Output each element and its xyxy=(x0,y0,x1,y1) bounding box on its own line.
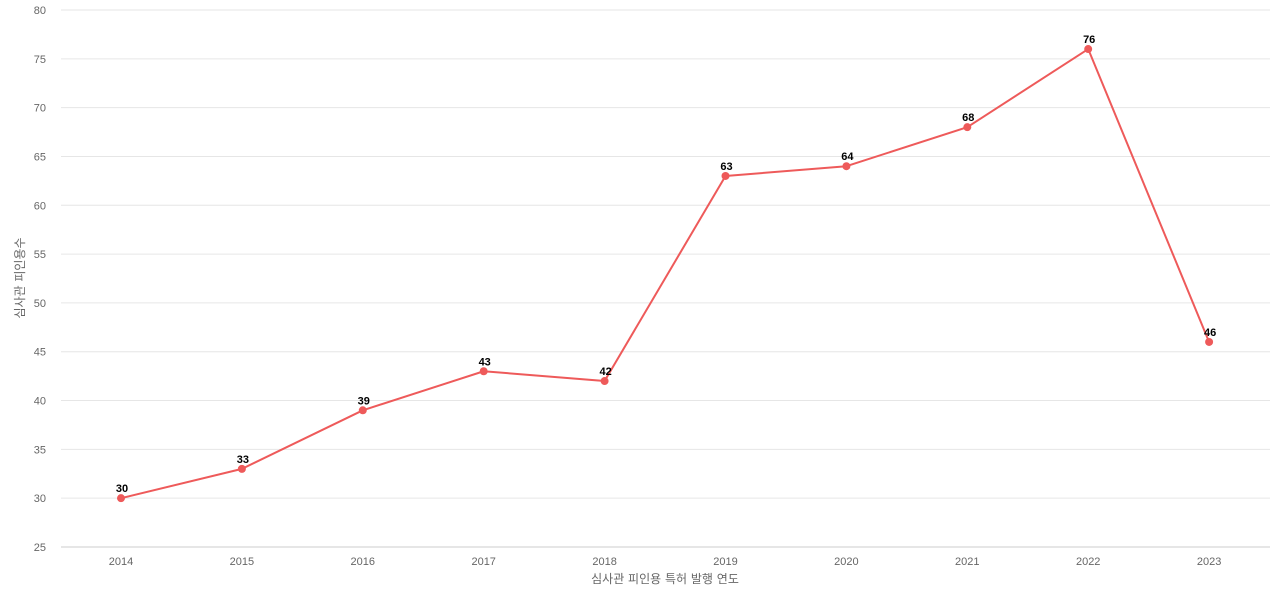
data-label: 39 xyxy=(358,395,370,407)
data-label: 76 xyxy=(1083,34,1095,46)
x-tick-label: 2023 xyxy=(1197,556,1221,568)
data-point xyxy=(358,406,367,415)
y-tick-label: 50 xyxy=(34,298,46,310)
data-point xyxy=(1084,45,1093,54)
y-axis-title: 심사관 피인용수 xyxy=(13,237,27,318)
data-label: 43 xyxy=(479,356,491,368)
data-label: 42 xyxy=(599,366,611,378)
x-tick-label: 2014 xyxy=(109,556,133,568)
data-points xyxy=(117,45,1214,503)
data-label: 33 xyxy=(237,454,249,466)
data-point xyxy=(479,367,488,376)
x-tick-label: 2020 xyxy=(834,556,858,568)
x-axis-title: 심사관 피인용 특허 발행 연도 xyxy=(591,571,739,586)
y-tick-label: 40 xyxy=(34,396,46,408)
data-label: 46 xyxy=(1204,327,1216,339)
y-axis-ticks: 25 30 35 40 45 50 55 60 65 70 75 80 xyxy=(34,5,46,554)
y-tick-label: 45 xyxy=(34,347,46,359)
data-label: 64 xyxy=(841,151,854,163)
series-group xyxy=(120,48,1211,500)
x-tick-label: 2016 xyxy=(351,556,375,568)
data-label: 30 xyxy=(116,483,128,495)
x-tick-label: 2019 xyxy=(713,556,737,568)
y-tick-label: 65 xyxy=(34,151,46,163)
data-point xyxy=(237,464,246,473)
y-tick-label: 75 xyxy=(34,54,46,66)
y-tick-label: 25 xyxy=(34,542,46,554)
data-label: 63 xyxy=(720,161,732,173)
y-tick-label: 55 xyxy=(34,249,46,261)
x-axis-ticks: 2014 2015 2016 2017 2018 2019 2020 2021 2022 2023 xyxy=(109,556,1222,568)
y-tick-label: 35 xyxy=(34,444,46,456)
data-labels: 30 33 39 43 42 63 64 68 76 46 xyxy=(116,34,1216,495)
x-tick-label: 2018 xyxy=(592,556,616,568)
x-tick-label: 2021 xyxy=(955,556,979,568)
x-tick-label: 2017 xyxy=(471,556,495,568)
data-point xyxy=(721,171,730,180)
data-point xyxy=(1205,337,1214,346)
data-point xyxy=(117,494,125,503)
series-line xyxy=(120,48,1211,500)
grid-lines xyxy=(61,9,1270,548)
y-tick-label: 80 xyxy=(34,5,46,17)
y-tick-label: 30 xyxy=(34,493,46,505)
y-tick-label: 60 xyxy=(34,200,46,212)
data-point xyxy=(600,377,609,386)
data-point xyxy=(842,162,851,171)
data-point xyxy=(963,123,972,132)
x-tick-label: 2022 xyxy=(1076,556,1100,568)
data-label: 68 xyxy=(962,112,974,124)
y-tick-label: 70 xyxy=(34,103,46,115)
x-tick-label: 2015 xyxy=(230,556,254,568)
